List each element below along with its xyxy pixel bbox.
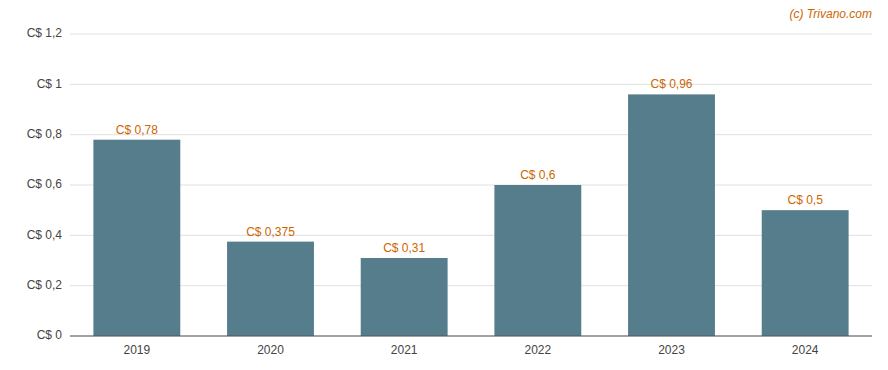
bars — [93, 94, 848, 336]
data-label: C$ 0,31 — [383, 241, 425, 255]
bar — [494, 185, 581, 336]
x-tick-label: 2021 — [391, 343, 418, 357]
bar — [762, 210, 849, 336]
x-tick-label: 2020 — [257, 343, 284, 357]
data-label: C$ 0,375 — [246, 225, 295, 239]
y-tick-label: C$ 1 — [37, 77, 63, 91]
x-tick-label: 2023 — [658, 343, 685, 357]
y-tick-label: C$ 0,2 — [27, 278, 63, 292]
y-tick-label: C$ 0 — [37, 328, 63, 342]
grid-line — [70, 185, 872, 186]
x-tick-label: 2019 — [123, 343, 150, 357]
y-tick-label: C$ 1,2 — [27, 26, 63, 40]
bar — [227, 242, 314, 336]
x-tick-label: 2022 — [524, 343, 551, 357]
x-axis: 2019 2020 2021 2022 2023 2024 — [70, 336, 872, 357]
background — [0, 0, 888, 370]
data-label: C$ 0,78 — [116, 123, 158, 137]
y-tick-label: C$ 0,6 — [27, 177, 63, 191]
grid-line — [70, 235, 872, 236]
y-axis: C$ 0 C$ 0,2 C$ 0,4 C$ 0,6 C$ 0,8 C$ 1 C$ 1,2 — [27, 26, 63, 342]
x-axis-line — [70, 336, 872, 337]
x-tick-label: 2024 — [792, 343, 819, 357]
data-label: C$ 0,5 — [787, 193, 823, 207]
grid-line — [70, 336, 872, 337]
grid-line — [70, 84, 872, 85]
grid-line — [70, 34, 872, 35]
y-tick-label: C$ 0,8 — [27, 127, 63, 141]
grid-line — [70, 134, 872, 135]
bar — [628, 94, 715, 336]
grid-line — [70, 285, 872, 286]
chart-svg: C$ 0 C$ 0,2 C$ 0,4 C$ 0,6 C$ 0,8 C$ 1 C$ 1,2 20… — [0, 0, 888, 370]
y-tick-label: C$ 0,4 — [27, 228, 63, 242]
data-labels: C$ 0,78 C$ 0,375 C$ 0,31 C$ 0,6 C$ 0,96 C$ 0,… — [116, 77, 823, 255]
bar — [361, 258, 448, 336]
data-label: C$ 0,96 — [650, 77, 692, 91]
watermark: (c) Trivano.com — [790, 7, 872, 21]
grid — [70, 34, 872, 336]
bar — [93, 140, 180, 336]
data-label: C$ 0,6 — [520, 168, 556, 182]
chart-container: C$ 0 C$ 0,2 C$ 0,4 C$ 0,6 C$ 0,8 C$ 1 C$ 1,2 20… — [0, 0, 888, 370]
